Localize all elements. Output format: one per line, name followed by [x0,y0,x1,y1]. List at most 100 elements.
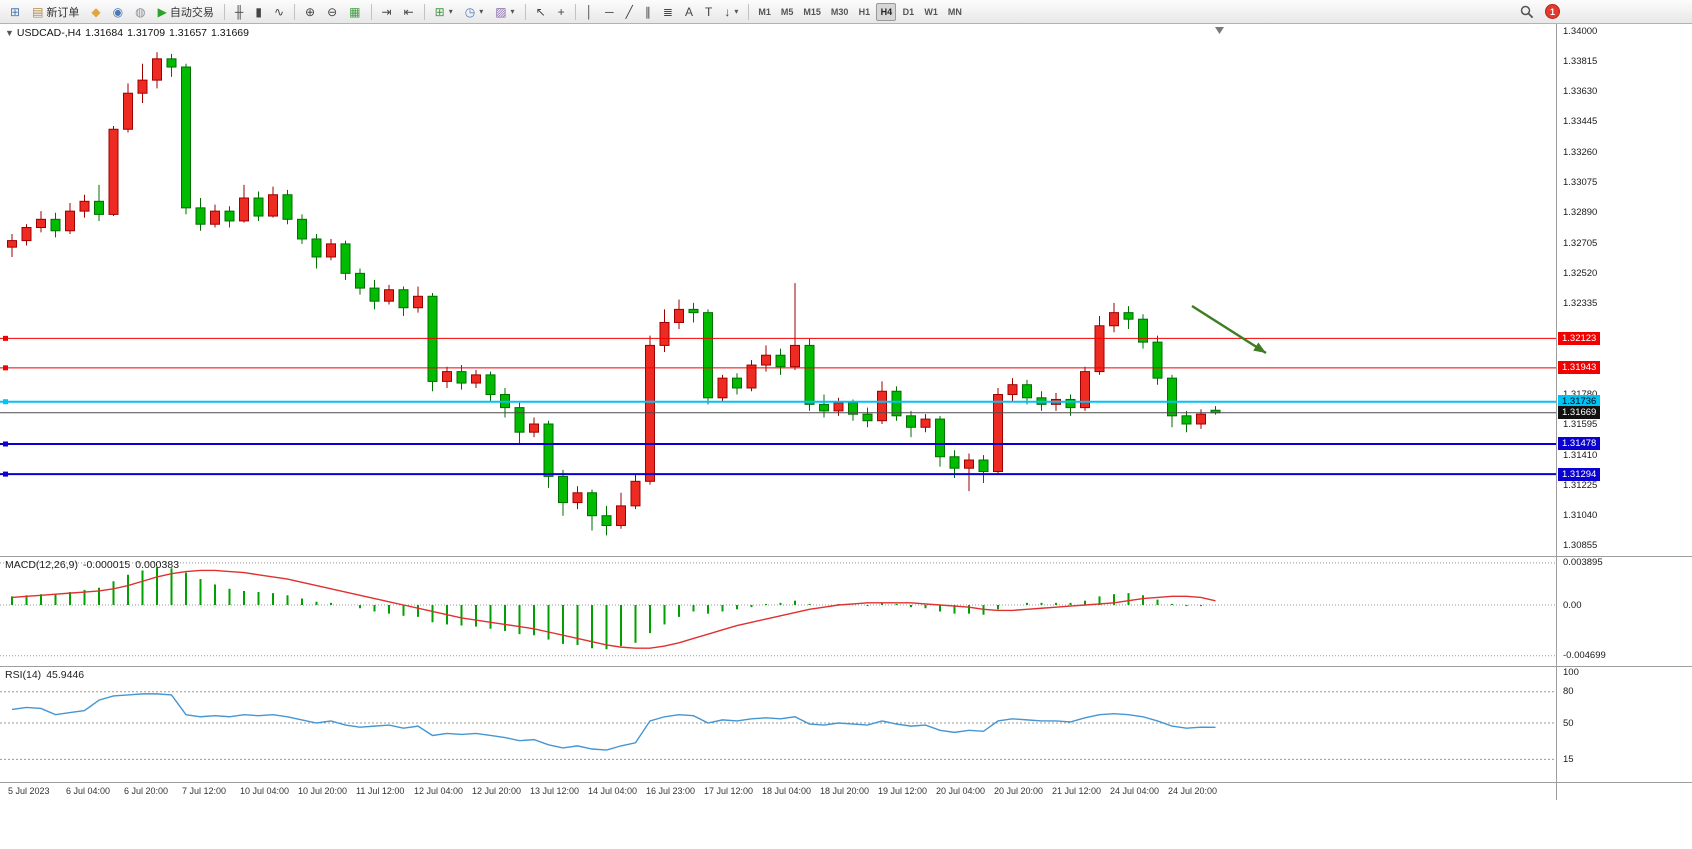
candle-body [717,377,728,399]
timeframe-d1[interactable]: D1 [898,3,918,21]
toolbar-separator [524,3,526,20]
ohlc-bars-button[interactable]: ╫ [230,2,249,22]
toolbar-separator [748,3,750,20]
candle [572,486,583,510]
candlestick-button[interactable]: ▮ [250,2,267,22]
new-order-button[interactable]: ▤ 新订单 [27,2,84,22]
macd-axis-label: -0.004699 [1563,650,1606,662]
data-window-button[interactable]: ◍ [130,2,150,22]
chart-shift-marker[interactable] [1215,27,1224,34]
candle-body [920,418,931,428]
indicators-button[interactable]: ⊞ ▾ [430,2,458,22]
price-axis-label: 1.32705 [1563,237,1598,249]
crosshair-button[interactable]: + [553,2,570,22]
rsi-axis-label: 15 [1563,753,1574,765]
candle [79,194,90,218]
candle-body [1196,413,1206,425]
drawn-arrow-head[interactable] [1253,342,1266,353]
timeframe-toolbar: M1 M5 M15 M30 H1 H4 D1 W1 MN [753,2,967,21]
horizontal-line-icon: ─ [605,4,614,19]
time-axis-label: 16 Jul 23:00 [646,786,696,796]
price-panel: 1.34000 1.33815 1.33630 1.33445 1.33260 1.330… [0,24,1692,557]
candle [790,283,800,370]
timeframe-m5[interactable]: M5 [777,3,798,21]
rsi-line [11,693,1216,751]
timeframe-m1[interactable]: M1 [754,3,775,21]
timeframe-w1[interactable]: W1 [920,3,942,21]
candle [369,279,380,310]
drawn-arrow[interactable] [1191,304,1267,355]
macd-panel: 0.003895 0.00 -0.004699 MACD(12,26,9) -0.00… [0,557,1692,667]
time-axis-label: 24 Jul 20:00 [1168,786,1218,796]
timeframe-h1[interactable]: H1 [854,3,874,21]
macd-name: MACD(12,26,9) [5,559,78,571]
collapse-panel-icon[interactable]: ▼ [5,28,14,38]
metaeditor-button[interactable]: ◆ [86,2,105,22]
horizontal-line-button[interactable]: ─ [600,2,619,22]
candle [703,309,713,405]
autotrading-button[interactable]: ▶ 自动交易 [153,2,219,22]
timeframe-m15[interactable]: M15 [799,3,825,21]
candle [775,348,786,375]
chart-shift-icon: ⇤ [403,4,414,19]
candle-body [152,58,162,81]
navigator-button[interactable]: ◉ [108,2,128,22]
zoom-in-button[interactable]: ⊕ [300,2,320,22]
candle-body [964,459,974,469]
candle [1181,410,1192,433]
chart-shift-button[interactable]: ⇤ [399,2,419,22]
rsi-axis-label: 50 [1563,717,1574,729]
timeframe-h4[interactable]: H4 [876,2,897,21]
candle [891,386,902,421]
line-anchor-marker [3,399,8,405]
templates-button[interactable]: ▨ ▾ [490,2,519,22]
zoom-out-button[interactable]: ⊖ [322,2,342,22]
price-chart[interactable] [0,24,1556,556]
new-chart-button[interactable]: ⊞ [5,2,25,22]
candle-body [674,308,684,323]
candle-body [1080,371,1090,409]
rsi-name: RSI(14) [5,669,42,681]
line-chart-button[interactable]: ∿ [269,2,289,22]
candle [862,407,873,428]
candle-body [36,218,46,228]
candle-body [688,308,699,314]
candle [326,238,336,261]
candle-body [326,243,336,258]
candle [195,198,206,231]
channel-button[interactable]: ∥ [640,2,656,22]
fibonacci-button[interactable]: ≣ [658,2,678,22]
candle-body [268,194,278,217]
timeframe-mn[interactable]: MN [944,3,966,21]
arrows-button[interactable]: ↓ ▾ [719,2,743,22]
cursor-button[interactable]: ↖ [531,2,551,22]
candle-body [877,390,887,422]
trendline-icon: ╱ [625,4,633,19]
candle-body [210,210,220,225]
price-axis-label: 1.31040 [1563,510,1598,522]
text-label-button[interactable]: T [700,2,717,22]
auto-scroll-button[interactable]: ⇥ [377,2,397,22]
candle [108,125,119,217]
timeframe-m30[interactable]: M30 [827,3,853,21]
new-order-button-label: 新订单 [46,6,80,19]
rsi-axis: 100 80 50 15 [1556,667,1692,782]
candle [355,268,365,295]
open-value: 1.31684 [85,27,124,39]
search-icon[interactable] [1519,4,1535,20]
time-axis-label: 11 Jul 12:00 [356,786,405,796]
candle [398,286,409,316]
periods-button[interactable]: ◷ ▾ [460,2,489,22]
tile-windows-button[interactable]: ▦ [344,2,365,22]
candle [616,492,626,529]
candle [21,224,32,246]
text-button[interactable]: A [680,2,698,22]
candle-body [659,321,670,346]
price-axis-label: 1.31410 [1563,449,1598,461]
close-value: 1.31669 [211,27,249,39]
vertical-line-button[interactable]: │ [581,2,599,22]
candle-body [195,207,206,225]
notification-badge[interactable]: 1 [1545,4,1560,19]
trendline-button[interactable]: ╱ [621,2,638,22]
